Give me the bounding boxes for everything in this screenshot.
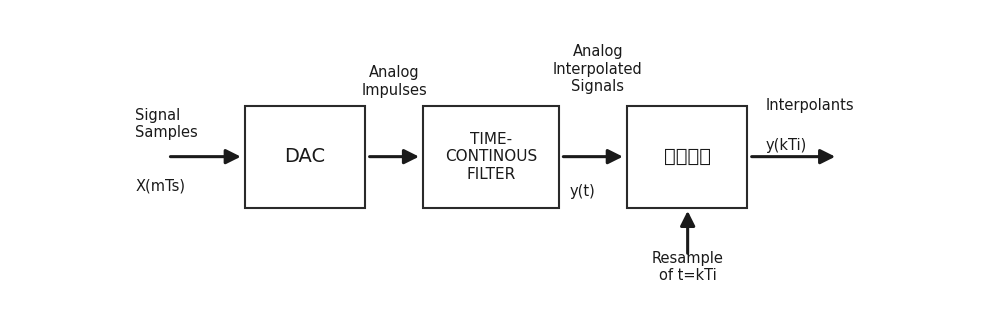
Text: X(mTs): X(mTs) [135,178,185,193]
Text: Signal
Samples: Signal Samples [135,108,198,140]
Text: Interpolants: Interpolants [766,98,855,113]
Bar [627,106,747,208]
Text: Analog
Interpolated
Signals: Analog Interpolated Signals [553,44,643,94]
Text: y(kTi): y(kTi) [766,138,807,153]
Text: y(t): y(t) [569,184,595,199]
Text: DAC: DAC [285,147,326,166]
Text: TIME-
CONTINOUS
FILTER: TIME- CONTINOUS FILTER [445,132,537,181]
Text: Resample
of t=kTi: Resample of t=kTi [652,251,724,283]
Text: Analog
Impulses: Analog Impulses [362,65,428,98]
Bar [423,106,559,208]
Text: 抄样判决: 抄样判决 [664,147,711,166]
Bar [245,106,365,208]
